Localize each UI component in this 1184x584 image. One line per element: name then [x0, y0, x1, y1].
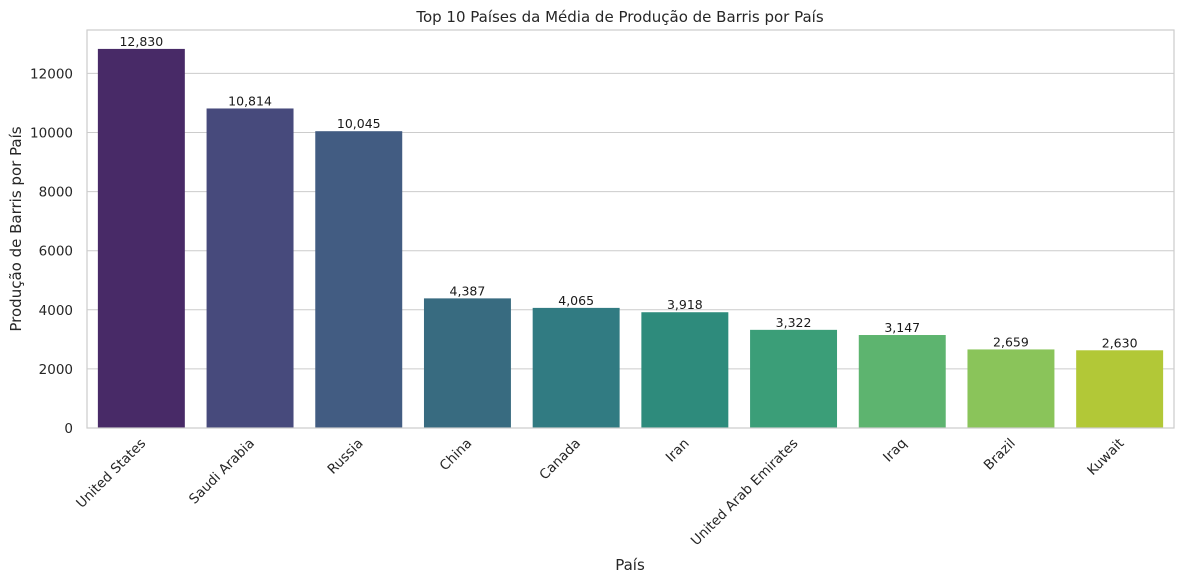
y-axis-label: Produção de Barris por País [7, 126, 25, 331]
x-tick-label: United States [73, 436, 149, 512]
bar [641, 312, 729, 428]
x-tick-label: Russia [325, 436, 367, 478]
x-tick-label: China [437, 436, 476, 475]
y-tick-label: 6000 [39, 244, 73, 260]
bar [967, 349, 1055, 428]
x-tick-label: Kuwait [1084, 436, 1127, 479]
bar [206, 108, 294, 429]
data-label: 3,918 [667, 297, 703, 312]
x-tick-label: Brazil [981, 436, 1019, 474]
data-label: 10,045 [337, 116, 381, 131]
y-tick-label: 12000 [30, 66, 73, 82]
data-label: 4,387 [450, 283, 486, 298]
x-tick-label: United Arab Emirates [688, 436, 801, 549]
chart-title: Top 10 Países da Média de Produção de Ba… [415, 8, 824, 26]
bar [750, 329, 838, 428]
plot-frame [86, 29, 1175, 429]
bar [315, 131, 403, 428]
data-label: 4,065 [558, 293, 594, 308]
y-tick-label: 4000 [39, 303, 73, 319]
data-label: 2,659 [993, 334, 1029, 349]
data-label: 10,814 [228, 93, 272, 108]
y-tick-label: 8000 [39, 185, 73, 201]
data-label: 3,147 [884, 320, 920, 335]
bar [858, 335, 946, 428]
x-tick-label: Iraq [880, 436, 910, 466]
y-tick-label: 0 [64, 421, 73, 437]
bar [97, 48, 185, 429]
bar [1076, 350, 1164, 428]
data-label: 3,322 [776, 315, 812, 330]
y-tick-label: 2000 [39, 362, 73, 378]
x-axis-label: País [615, 556, 645, 574]
y-tick-label: 10000 [30, 126, 73, 142]
data-label: 12,830 [119, 34, 163, 49]
x-tick-label: Saudi Arabia [186, 436, 258, 508]
x-tick-label: Iran [663, 436, 693, 466]
bar [423, 298, 511, 428]
bar [532, 307, 620, 428]
x-tick-label: Canada [536, 436, 584, 484]
data-label: 2,630 [1102, 335, 1138, 350]
